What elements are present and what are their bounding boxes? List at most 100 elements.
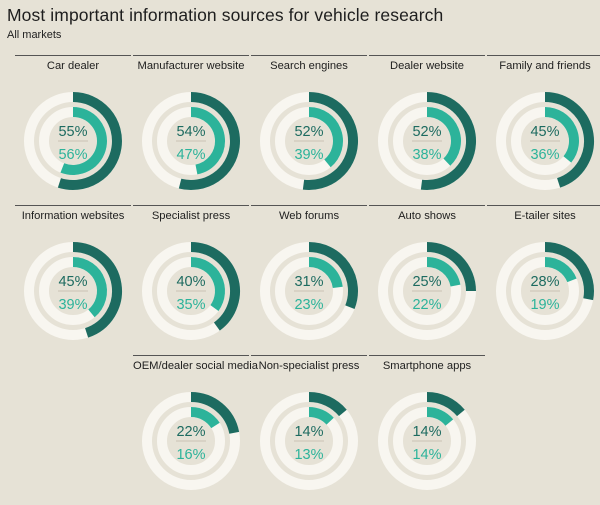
cell-divider-line [487,55,600,56]
category-label: OEM/dealer social media [133,360,258,372]
category-label: Car dealer [46,60,100,72]
chart-cell-car-dealer: Car dealer 55% 56% [15,55,131,205]
cell-divider-line [251,355,367,356]
chart-cell-smartphone-apps: Smartphone apps 14% 14% [369,355,485,505]
inner-ring-bar [190,407,220,429]
inner-value-label: 56% [58,147,87,163]
radial-bar-chart: 14%14% [378,392,476,490]
radial-bar-chart: 14%13% [260,392,358,490]
inner-value-label: 35% [176,297,205,313]
chart-cell-e-tailer-sites: E-tailer sites 28% 19% [487,205,600,355]
inner-value-label: 47% [176,147,205,163]
inner-value-label: 13% [294,447,323,463]
inner-value-label: 23% [294,297,323,313]
inner-value-label: 22% [412,297,441,313]
outer-value-label: 45% [530,124,559,140]
radial-bar-chart: 54%47% [142,92,240,190]
category-label: Information websites [21,210,125,222]
chart-cell-manufacturer-website: Manufacturer website 54% 47% [133,55,249,205]
chart-cell-oem-dealer-social-media: OEM/dealer social media 22% 16% [133,355,258,505]
inner-value-label: 39% [294,147,323,163]
outer-ring-bar [426,392,465,417]
outer-ring-bar [190,242,240,331]
outer-value-label: 31% [294,274,323,290]
cell-divider-line [133,55,249,56]
cell-divider-line [369,55,485,56]
inner-ring-bar [544,257,577,283]
radial-bar-chart: 45%39% [24,242,122,340]
category-label: Search engines [270,60,348,72]
inner-ring-bar [308,257,343,289]
inner-ring-bar [60,107,107,175]
chart-cell-web-forums: Web forums 31% 23% [251,205,367,355]
category-label: Smartphone apps [382,360,472,372]
outer-value-label: 28% [530,274,559,290]
outer-value-label: 52% [294,124,323,140]
outer-value-label: 14% [412,424,441,440]
category-label: Non-specialist press [258,360,360,372]
chart-cell-specialist-press: Specialist press 40% 35% [133,205,249,355]
inner-value-label: 16% [176,447,205,463]
chart-cell-dealer-website: Dealer website 52% 38% [369,55,485,205]
radial-bar-chart: 25%22% [378,242,476,340]
category-label: E-tailer sites [514,210,576,222]
cell-divider-line [251,55,367,56]
outer-value-label: 14% [294,424,323,440]
cell-divider-line [369,355,485,356]
inner-value-label: 36% [530,147,559,163]
cell-divider-line [487,205,600,206]
inner-ring-bar [426,107,461,166]
category-label: Auto shows [398,210,456,222]
outer-ring-bar [72,242,122,338]
chart-title: Most important information sources for v… [7,5,444,25]
category-label: Dealer website [390,60,464,72]
inner-ring-bar [544,107,579,163]
cell-divider-line [251,205,367,206]
inner-value-label: 39% [58,297,87,313]
radial-bar-chart: 45%36% [496,92,594,190]
category-label: Manufacturer website [137,60,245,72]
cell-divider-line [133,205,249,206]
inner-value-label: 14% [412,447,441,463]
chart-cell-family-and-friends: Family and friends 45% 36% [487,55,600,205]
chart-cell-auto-shows: Auto shows 25% 22% [369,205,485,355]
radial-bar-chart: 31%23% [260,242,358,340]
outer-value-label: 22% [176,424,205,440]
inner-ring-bar [308,407,334,425]
outer-ring-bar [426,242,476,292]
inner-ring-bar [426,257,461,287]
chart-cell-information-websites: Information websites 45% 39% [15,205,131,355]
outer-value-label: 54% [176,124,205,140]
radial-bar-chart: 52%38% [378,92,477,190]
chart-cell-non-specialist-press: Non-specialist press 14% 13% [251,355,367,505]
inner-value-label: 19% [530,297,559,313]
outer-ring-bar [57,92,122,190]
category-label: Family and friends [499,60,591,72]
outer-ring-bar [544,242,594,301]
radial-bar-chart: 52%39% [260,92,359,190]
chart-subtitle: All markets [7,29,62,41]
outer-value-label: 52% [412,124,441,140]
outer-value-label: 45% [58,274,87,290]
category-label: Specialist press [151,210,231,222]
inner-ring-bar [190,257,225,311]
outer-value-label: 55% [58,124,87,140]
radial-bar-chart: 28%19% [496,242,594,340]
outer-ring-bar [178,92,240,190]
cell-divider-line [133,355,249,356]
cell-divider-line [369,205,485,206]
cell-divider-line [15,55,131,56]
outer-ring-bar [420,92,477,190]
inner-ring-bar [72,257,107,318]
radial-bar-chart: 22%16% [142,392,240,490]
radial-bar-chart: 55%56% [24,92,122,190]
inner-ring-bar [426,407,454,426]
radial-bar-chart: 40%35% [142,242,240,340]
outer-ring-bar [302,92,359,190]
outer-ring-bar [544,92,594,188]
chart-cell-search-engines: Search engines 52% 39% [251,55,367,205]
inner-value-label: 38% [412,147,441,163]
outer-ring-bar [190,392,240,434]
outer-ring-bar [308,242,358,310]
outer-ring-bar [308,392,347,417]
